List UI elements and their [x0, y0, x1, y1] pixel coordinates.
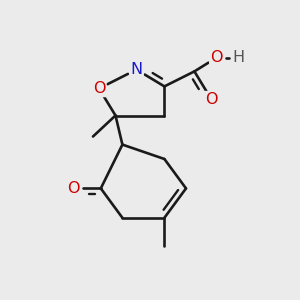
Text: O: O: [205, 92, 218, 107]
Text: O: O: [93, 81, 105, 96]
Text: O: O: [210, 50, 223, 65]
Text: O: O: [67, 181, 80, 196]
Text: N: N: [130, 62, 142, 77]
Text: H: H: [232, 50, 244, 65]
